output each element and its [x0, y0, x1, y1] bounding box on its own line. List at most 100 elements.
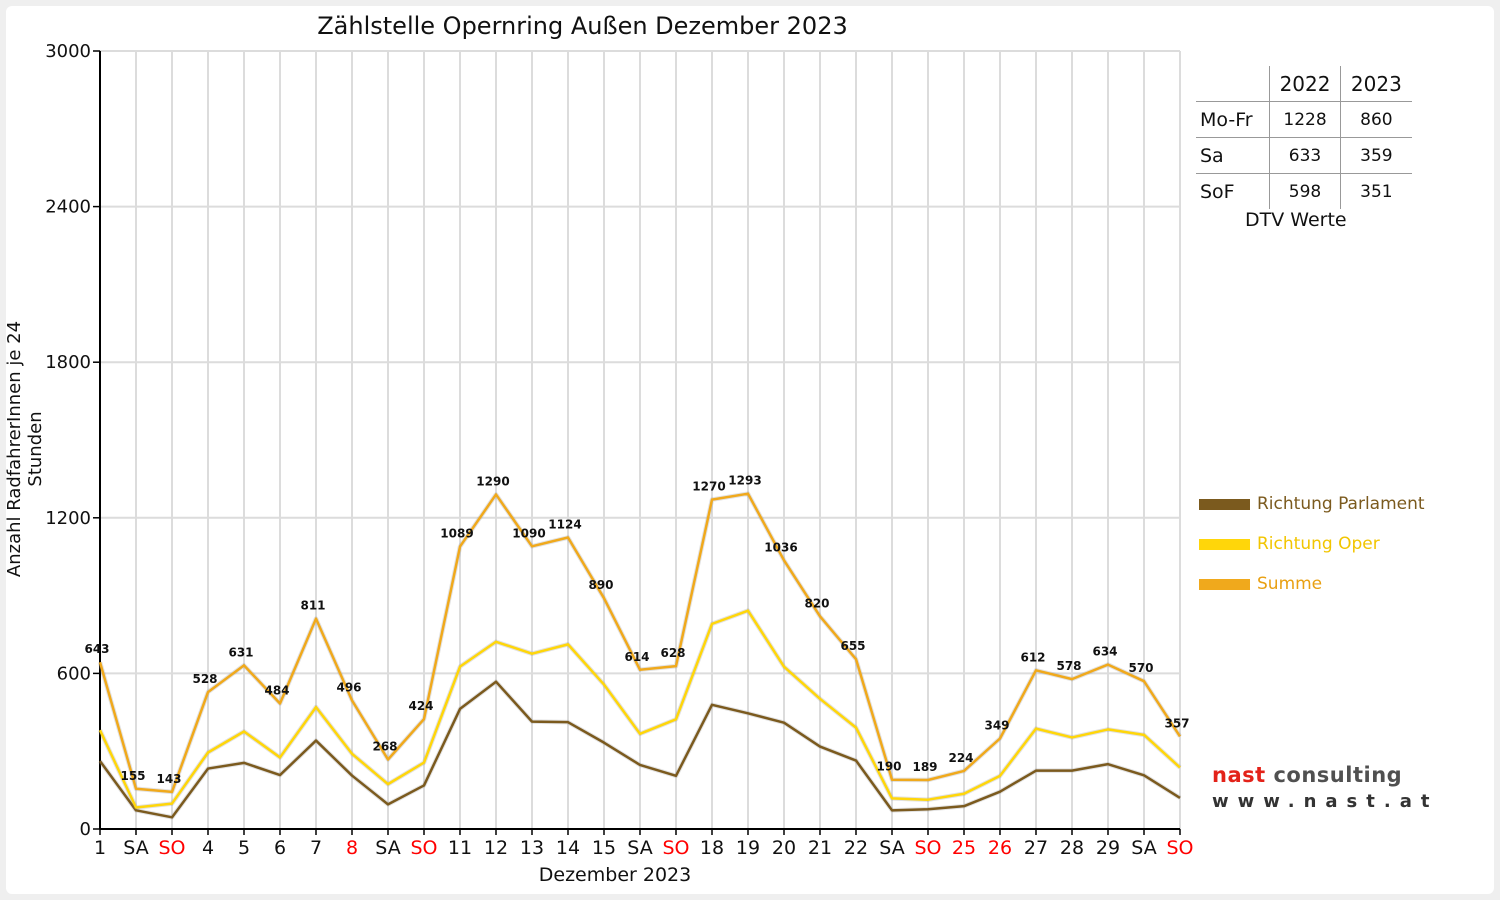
dtv-cell: 359 [1339, 138, 1412, 173]
legend-swatch-parlament [1199, 499, 1250, 510]
x-tick-label: 14 [556, 837, 580, 859]
data-label: 1036 [764, 540, 797, 554]
x-tick-label: 4 [202, 837, 214, 859]
data-label: 643 [84, 642, 109, 656]
logo-wordmark: nast consulting [1212, 763, 1402, 787]
data-label: 570 [1128, 661, 1153, 675]
x-tick-label: 19 [736, 837, 760, 859]
dtv-row-label: Sa [1200, 144, 1224, 167]
x-tick-label: 6 [274, 837, 286, 859]
x-tick-label: 26 [988, 837, 1012, 859]
dtv-row-label: SoF [1200, 180, 1235, 203]
data-label: 890 [588, 578, 613, 592]
x-tick-label: SO [914, 837, 941, 859]
data-label: 496 [336, 680, 361, 694]
data-label: 612 [1020, 650, 1045, 664]
data-label: 190 [876, 760, 901, 774]
data-label: 224 [948, 751, 973, 765]
dtv-caption: DTV Werte [1245, 209, 1347, 231]
data-label: 189 [912, 760, 937, 774]
series-line-oper [98, 609, 1181, 809]
data-label: 1290 [476, 474, 509, 488]
x-tick-label: SA [879, 837, 904, 859]
data-label: 631 [228, 645, 253, 659]
x-tick-label: SO [410, 837, 437, 859]
x-tick-label: 29 [1096, 837, 1120, 859]
dtv-header-2022: 2022 [1269, 66, 1339, 101]
x-tick-label: 5 [238, 837, 250, 859]
x-tick-label: 22 [844, 837, 868, 859]
y-tick-label: 600 [57, 663, 91, 684]
x-tick-label: SO [158, 837, 185, 859]
legend-label-oper: Richtung Oper [1257, 534, 1380, 554]
legend-label-summe: Summe [1257, 574, 1323, 594]
y-tick-label: 2400 [45, 197, 91, 218]
y-tick-label: 3000 [45, 41, 91, 62]
data-label: 811 [300, 599, 325, 613]
x-tick-label: 18 [700, 837, 724, 859]
data-label: 424 [408, 699, 433, 713]
dtv-row-mofr: Mo-Fr 1228 860 [1196, 101, 1412, 137]
x-tick-label: 21 [808, 837, 832, 859]
data-label: 614 [624, 650, 649, 664]
data-label: 1090 [512, 526, 545, 540]
data-label: 820 [804, 596, 829, 610]
legend-swatch-summe [1199, 579, 1250, 590]
data-label: 528 [192, 672, 217, 686]
nast-consulting-logo: nast consulting www.nast.at [1200, 750, 1443, 825]
dtv-cell: 633 [1269, 138, 1339, 173]
logo-url: www.nast.at [1212, 791, 1439, 812]
dtv-cell: 860 [1339, 102, 1412, 137]
dtv-row-sof: SoF 598 351 [1196, 173, 1412, 209]
data-label: 155 [120, 769, 145, 783]
logo-wordmark-nast: nast [1212, 763, 1266, 787]
series-line-summe [98, 492, 1182, 794]
y-tick-label: 1200 [45, 508, 91, 529]
y-tick-label: 1800 [45, 352, 91, 373]
x-tick-label: 15 [592, 837, 616, 859]
data-label: 1124 [548, 518, 581, 532]
data-label: 268 [372, 739, 397, 753]
dtv-row-label: Mo-Fr [1200, 108, 1253, 131]
x-tick-label: SO [662, 837, 689, 859]
x-tick-label: 27 [1024, 837, 1048, 859]
data-label: 484 [264, 683, 289, 697]
x-tick-label: SA [375, 837, 400, 859]
dtv-cell: 598 [1269, 174, 1339, 209]
x-tick-label: 20 [772, 837, 796, 859]
data-label: 349 [984, 718, 1009, 732]
x-tick-label: 1 [94, 837, 106, 859]
logo-wordmark-consulting: consulting [1265, 763, 1403, 787]
x-axis-label: Dezember 2023 [538, 864, 692, 886]
x-tick-label: 13 [520, 837, 544, 859]
dtv-cell: 1228 [1269, 102, 1339, 137]
dtv-cell: 351 [1339, 174, 1412, 209]
x-tick-label: 7 [310, 837, 322, 859]
data-label: 628 [660, 646, 685, 660]
data-label: 578 [1056, 659, 1081, 673]
x-tick-label: SO [1166, 837, 1193, 859]
dtv-table: 2022 2023 Mo-Fr 1228 860 Sa 633 359 SoF … [1196, 66, 1412, 209]
x-tick-label: SA [1131, 837, 1156, 859]
x-tick-label: 8 [346, 837, 358, 859]
legend-label-parlament: Richtung Parlament [1257, 494, 1425, 514]
dtv-row-sa: Sa 633 359 [1196, 137, 1412, 173]
data-label: 143 [156, 772, 181, 786]
data-label: 1293 [728, 474, 761, 488]
data-label: 357 [1164, 716, 1189, 730]
dtv-table-header: 2022 2023 [1196, 66, 1412, 101]
y-tick-label: 0 [80, 819, 91, 840]
chart-frame [6, 6, 1494, 894]
y-axis-label: Anzahl RadfahrerInnen je 24 Stunden [4, 320, 46, 578]
x-tick-label: 12 [484, 837, 508, 859]
series-line-parlament [98, 680, 1181, 819]
x-tick-label: 28 [1060, 837, 1084, 859]
chart-title: Zählstelle Opernring Außen Dezember 2023 [317, 12, 848, 40]
x-tick-label: 25 [952, 837, 976, 859]
data-label: 1089 [440, 527, 473, 541]
legend-swatch-oper [1199, 539, 1250, 550]
data-label: 655 [840, 639, 865, 653]
x-tick-label: SA [123, 837, 148, 859]
dtv-header-2023: 2023 [1339, 66, 1412, 101]
